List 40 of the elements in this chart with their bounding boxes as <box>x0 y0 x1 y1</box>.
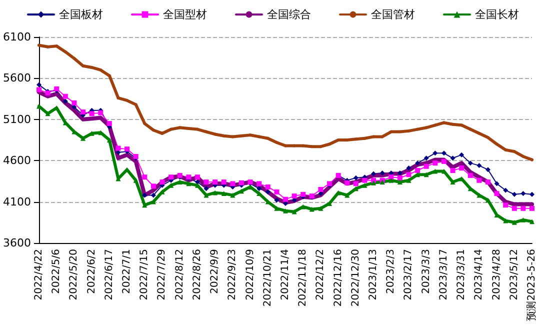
x-tick-label: 2023/5/12 <box>508 249 520 300</box>
x-tick-label: 2023/3/17 <box>438 249 450 300</box>
x-tick-label: 2022/7/15 <box>139 249 150 300</box>
legend-label: 全国综合 <box>267 8 311 21</box>
x-tick-label: 2023/2/3 <box>386 249 397 294</box>
x-tick-label: 2023/4/28 <box>491 249 502 300</box>
y-tick-label: 4100 <box>2 195 31 208</box>
x-tick-label: 2023/3/3 <box>420 249 432 294</box>
legend-label: 全国管材 <box>371 8 415 21</box>
y-tick-label: 6100 <box>2 30 31 44</box>
x-tick-label: 2022/7/1 <box>122 249 133 294</box>
x-tick-label: 预测2023-5-26 <box>526 249 538 321</box>
x-tick-label: 2022/6/17 <box>104 249 115 300</box>
x-tick-label: 2022/10/21 <box>262 249 274 307</box>
x-tick-label: 2022/9/23 <box>227 249 238 300</box>
y-tick-label: 3600 <box>2 236 31 250</box>
legend-label: 全国型材 <box>163 8 207 21</box>
x-tick-label: 2022/5/6 <box>51 249 62 294</box>
x-tick-label: 2023/1/13 <box>368 249 380 300</box>
x-tick-label: 2022/8/26 <box>192 249 203 300</box>
x-tick-label: 2022/7/29 <box>156 249 168 300</box>
x-tick-label: 2022/6/2 <box>86 249 98 294</box>
x-tick-label: 2023/4/14 <box>474 249 485 300</box>
x-tick-label: 2022/10/9 <box>244 249 256 300</box>
x-tick-label: 2023/2/17 <box>403 249 414 300</box>
x-tick-label: 2022/12/2 <box>315 249 326 300</box>
y-tick-label: 5600 <box>2 72 31 85</box>
x-tick-label: 2022/11/4 <box>280 249 291 300</box>
x-tick-label: 2022/5/20 <box>68 249 80 300</box>
x-tick-label: 2022/9/9 <box>210 249 221 294</box>
x-tick-label: 2022/12/16 <box>332 249 344 307</box>
x-tick-label: 2022/4/22 <box>33 249 44 300</box>
x-tick-label: 2023/3/31 <box>456 249 468 300</box>
legend-label: 全国长材 <box>475 8 519 21</box>
y-tick-label: 5100 <box>2 112 31 126</box>
x-tick-label: 2022/12/30 <box>350 249 362 307</box>
x-tick-label: 2022/8/12 <box>174 249 186 300</box>
x-tick-label: 2022/11/18 <box>298 249 309 307</box>
legend-label: 全国板材 <box>59 8 103 21</box>
y-tick-label: 4600 <box>2 154 31 168</box>
